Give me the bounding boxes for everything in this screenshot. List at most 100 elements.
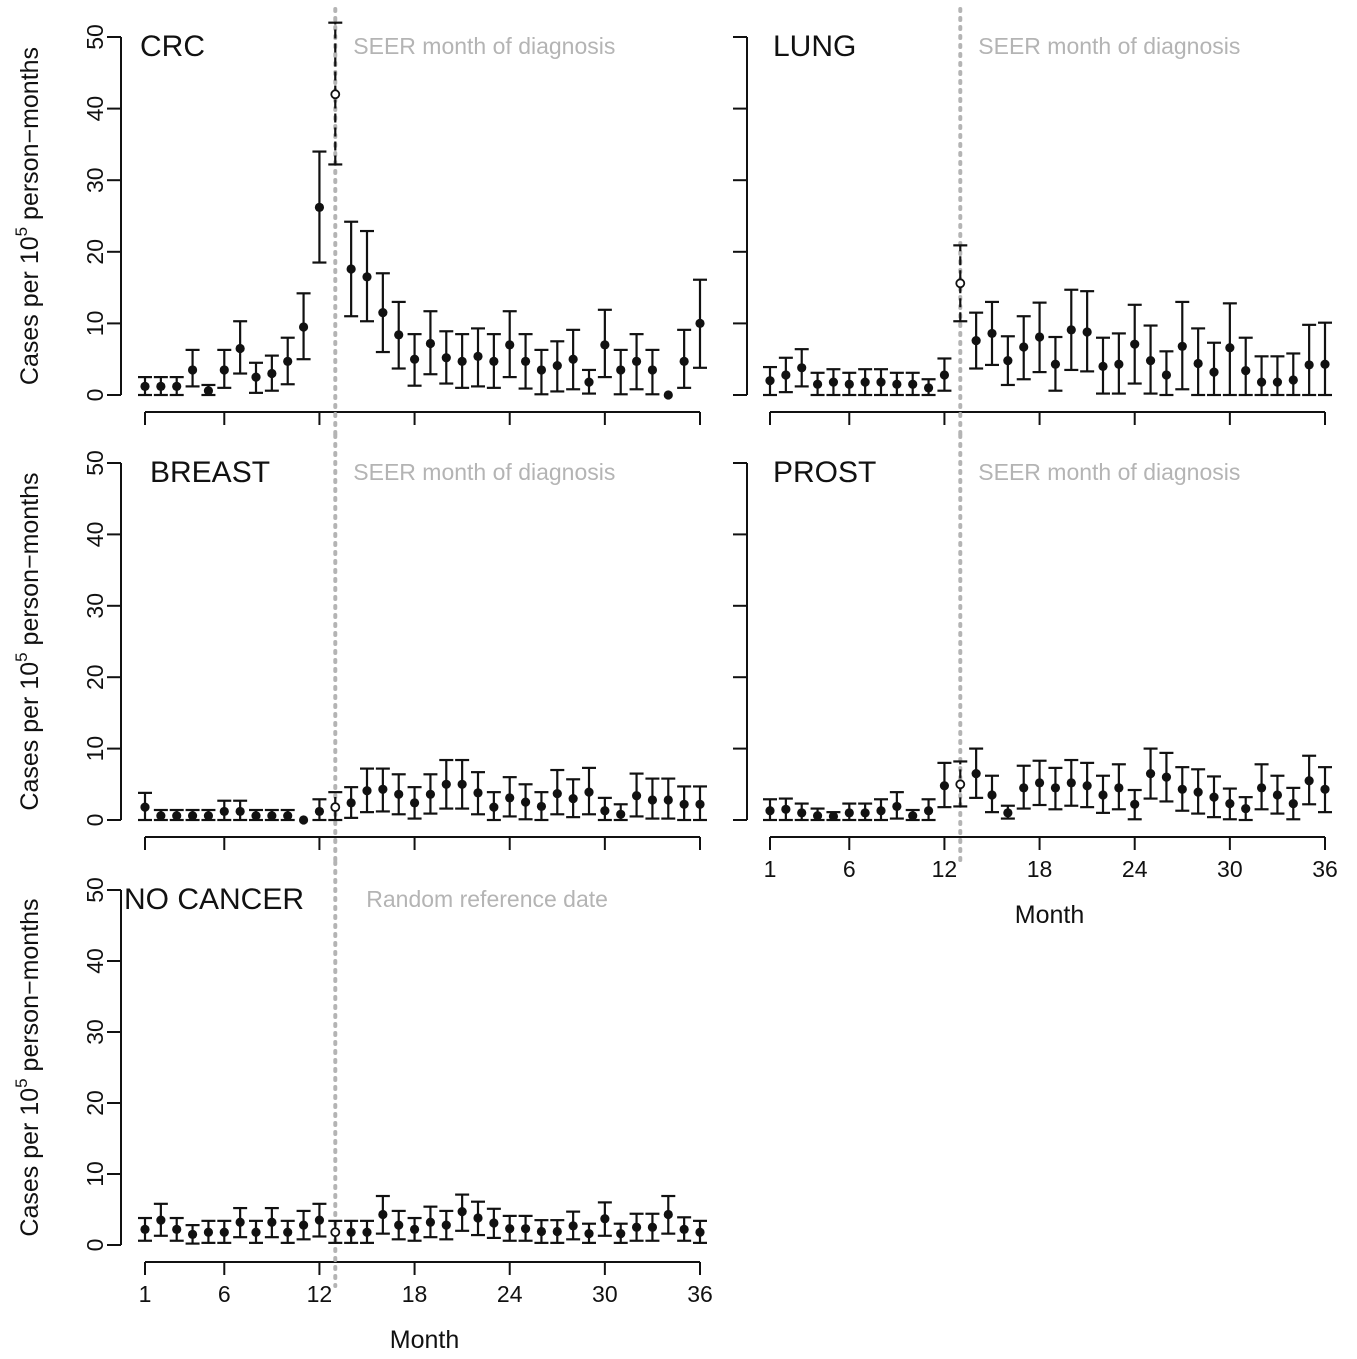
y-tick-label: 20: [82, 1090, 108, 1116]
data-point: [394, 789, 404, 799]
data-point: [765, 806, 775, 816]
data-point: [568, 793, 578, 804]
data-point: [1130, 339, 1140, 349]
data-point: [457, 779, 467, 789]
data-point: [908, 811, 918, 821]
data-point: [1034, 332, 1045, 342]
data-point: [828, 377, 839, 387]
y-tick-label: 20: [82, 239, 108, 265]
data-point: [663, 795, 673, 805]
x-tick-label: 30: [592, 1281, 618, 1307]
data-point: [505, 1224, 515, 1234]
data-point: [425, 1217, 436, 1227]
error-bar: [328, 791, 343, 822]
data-point-reference: [955, 278, 966, 289]
panel-breast: 0 10 20 30 40 50 Cases per 105 person−months BR…: [12, 433, 707, 863]
data-point: [616, 365, 626, 375]
data-point: [781, 370, 791, 380]
x-tick-label: 30: [1217, 856, 1243, 882]
data-point: [1098, 790, 1108, 800]
data-point: [1209, 792, 1219, 802]
error-bar: [328, 1219, 343, 1244]
data-point: [860, 808, 870, 818]
panel-title: PROST: [773, 456, 876, 489]
data-point: [536, 1226, 547, 1237]
data-point: [251, 372, 261, 382]
x-tick-label: 36: [1312, 856, 1338, 882]
x-axis-label: Month: [390, 1326, 459, 1354]
data-point: [219, 1227, 229, 1237]
data-point: [362, 272, 372, 282]
data-point: [172, 1224, 182, 1234]
x-tick-label: 6: [218, 1281, 231, 1307]
data-point: [568, 354, 578, 364]
data-point: [520, 356, 531, 366]
data-point: [1272, 377, 1283, 387]
data-point: [600, 806, 610, 816]
data-point: [536, 801, 547, 812]
data-point: [860, 377, 870, 387]
data-point: [679, 356, 689, 366]
data-point: [314, 202, 325, 213]
data-point: [1082, 327, 1092, 337]
data-point: [346, 264, 356, 274]
data-point: [283, 1227, 293, 1237]
data-point: [489, 802, 499, 812]
panel-no-cancer: 0 10 20 30 40 50 1 6 12 18 24 30 36 Cases per 105 per…: [12, 860, 713, 1354]
data-point: [1066, 325, 1076, 335]
data-point: [1050, 359, 1061, 369]
data-point: [156, 1215, 166, 1225]
data-point: [441, 1220, 451, 1230]
data-point: [923, 383, 934, 393]
data-point: [409, 1224, 420, 1234]
data-point: [1193, 787, 1203, 797]
data-point: [1003, 356, 1013, 366]
data-point: [1003, 808, 1013, 818]
data-point: [1114, 783, 1124, 793]
data-point: [971, 335, 981, 346]
data-point: [1209, 367, 1219, 377]
data-point: [187, 811, 198, 821]
reference-annotation: SEER month of diagnosis: [353, 459, 615, 485]
data-point: [314, 806, 325, 817]
x-tick-label: 1: [764, 856, 777, 882]
x-tick-label: 18: [402, 1281, 428, 1307]
data-point: [695, 318, 705, 328]
data-point: [473, 1213, 483, 1223]
data-point: [876, 377, 886, 387]
data-point: [844, 808, 854, 818]
error-bar: [1318, 321, 1332, 397]
data-point: [923, 806, 934, 816]
data-point: [378, 308, 388, 318]
data-point: [203, 1227, 214, 1237]
data-point: [939, 781, 950, 791]
data-point: [1050, 783, 1061, 793]
data-point: [298, 815, 309, 825]
data-point: [1193, 358, 1203, 369]
data-point: [251, 811, 261, 821]
data-point: [1320, 359, 1330, 369]
data-point: [378, 784, 388, 794]
data-point: [647, 365, 658, 375]
data-point: [797, 363, 807, 373]
y-tick-label: 50: [82, 24, 108, 50]
x-tick-label: 24: [1122, 856, 1148, 882]
data-point: [663, 1209, 673, 1220]
data-point: [1320, 784, 1330, 794]
data-point: [520, 1224, 531, 1234]
data-point: [394, 330, 404, 340]
y-tick-label: 0: [82, 1239, 108, 1252]
reference-annotation: SEER month of diagnosis: [353, 33, 615, 59]
panel-title: CRC: [140, 30, 205, 63]
data-point: [828, 811, 839, 822]
data-point: [844, 379, 854, 389]
data-point: [765, 376, 775, 386]
data-point: [1241, 803, 1251, 814]
data-point-reference: [330, 89, 341, 100]
data-point: [267, 811, 277, 821]
data-point: [1161, 772, 1172, 782]
x-axis-label: Month: [1015, 901, 1084, 929]
data-point: [1145, 356, 1156, 366]
data-point: [394, 1220, 404, 1230]
